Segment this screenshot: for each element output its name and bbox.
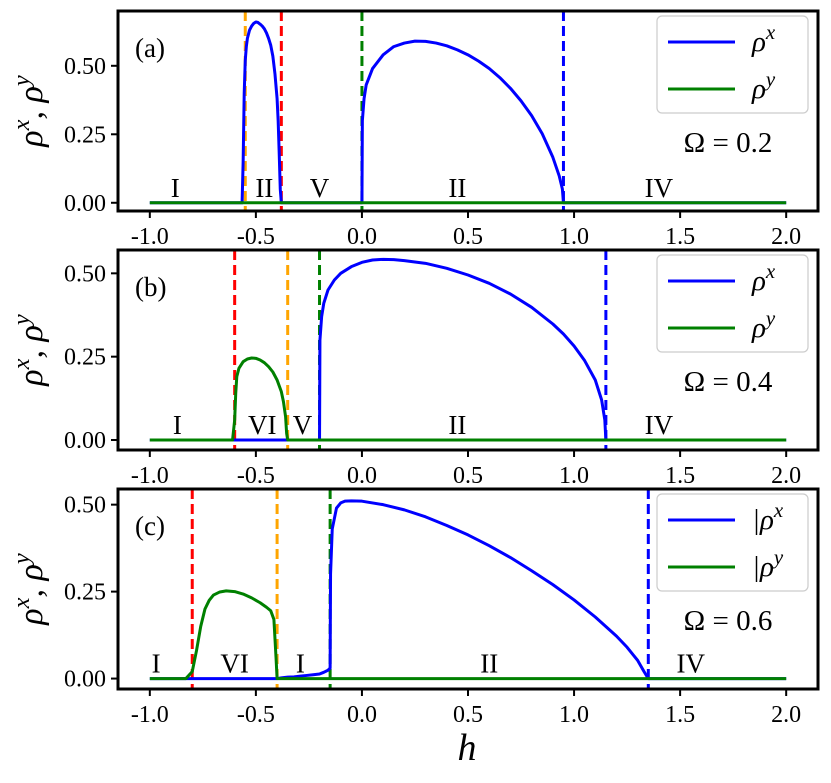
series-line-rho-x bbox=[149, 499, 787, 681]
phase-label: VI bbox=[220, 649, 249, 679]
y-tick-label: 0.00 bbox=[64, 428, 106, 454]
y-tick-label: 0.25 bbox=[64, 122, 106, 148]
y-axis-label: ρx, ρy bbox=[8, 75, 51, 148]
phase-label: IV bbox=[676, 649, 705, 679]
y-tick-label: 0.25 bbox=[64, 345, 106, 371]
phase-label: IV bbox=[645, 410, 674, 440]
x-tick-label: 1.5 bbox=[665, 702, 695, 728]
x-tick-label: 0.5 bbox=[453, 702, 483, 728]
panel-label: (a) bbox=[135, 33, 165, 63]
legend-label: ρy bbox=[751, 67, 776, 105]
y-tick-label: 0.00 bbox=[64, 191, 106, 217]
x-tick-label: 2.0 bbox=[771, 463, 801, 489]
x-tick-label: -1.0 bbox=[131, 463, 169, 489]
x-tick-label: 0.5 bbox=[453, 224, 483, 250]
phase-label: V bbox=[293, 410, 313, 440]
y-axis-label: ρx, ρy bbox=[8, 553, 51, 626]
x-tick-label: -1.0 bbox=[131, 702, 169, 728]
phase-label: II bbox=[448, 410, 466, 440]
phase-label: I bbox=[296, 649, 305, 679]
legend-box bbox=[656, 254, 809, 353]
x-tick-label: 1.5 bbox=[665, 224, 695, 250]
legend-box bbox=[656, 493, 809, 592]
panel-label: (c) bbox=[135, 511, 165, 541]
x-tick-label: -0.5 bbox=[237, 463, 275, 489]
legend: |ρx |ρy bbox=[656, 493, 809, 592]
legend-label: ρx bbox=[751, 20, 776, 58]
legend-label: ρy bbox=[751, 306, 776, 344]
x-tick-label: 1.0 bbox=[559, 224, 589, 250]
panel-c: -1.0 -0.5 0.0 0.5 1.0 1.5 2.0 0.00 0.25 0.50 ρx, ρ… bbox=[8, 487, 820, 728]
y-tick-label: 0.00 bbox=[64, 667, 106, 693]
legend-box bbox=[656, 15, 809, 114]
series-line-rho-y bbox=[149, 356, 787, 442]
x-tick-label: 1.0 bbox=[559, 463, 589, 489]
x-tick-label: 1.0 bbox=[559, 702, 589, 728]
legend-label: |ρy bbox=[752, 545, 784, 583]
legend-label: |ρx bbox=[752, 498, 784, 536]
omega-label: Ω = 0.6 bbox=[684, 605, 773, 637]
series-line-rho-x bbox=[149, 257, 787, 442]
phase-label: II bbox=[480, 649, 498, 679]
x-tick-label: 0.5 bbox=[453, 463, 483, 489]
x-axis-label: h bbox=[458, 727, 477, 769]
phase-label: VI bbox=[248, 410, 277, 440]
x-tick-label: -0.5 bbox=[237, 224, 275, 250]
phase-label: I bbox=[152, 649, 161, 679]
phase-label: I bbox=[171, 173, 180, 203]
x-tick-label: 2.0 bbox=[771, 702, 801, 728]
x-tick-label: 0.0 bbox=[347, 224, 377, 250]
phase-label: I bbox=[173, 410, 182, 440]
x-tick-label: 0.0 bbox=[347, 463, 377, 489]
y-tick-label: 0.25 bbox=[64, 580, 106, 606]
legend: ρx ρy bbox=[656, 254, 809, 353]
x-tick-label: 0.0 bbox=[347, 702, 377, 728]
panel-b: -1.0 -0.5 0.0 0.5 1.0 1.5 2.0 0.00 0.25 0.50 ρx, ρ… bbox=[8, 248, 820, 489]
y-tick-label: 0.50 bbox=[64, 54, 106, 80]
legend: ρx ρy bbox=[656, 15, 809, 114]
panel-a: -1.0 -0.5 0.0 0.5 1.0 1.5 2.0 0.00 0.25 0.50 ρx, ρ… bbox=[8, 9, 820, 250]
phase-label: II bbox=[255, 173, 273, 203]
phase-label: II bbox=[448, 173, 466, 203]
y-tick-label: 0.50 bbox=[64, 493, 106, 519]
panel-label: (b) bbox=[135, 272, 166, 302]
phase-label: IV bbox=[645, 173, 674, 203]
x-tick-label: 2.0 bbox=[771, 224, 801, 250]
x-tick-label: -0.5 bbox=[237, 702, 275, 728]
y-tick-label: 0.50 bbox=[64, 261, 106, 287]
x-tick-label: 1.5 bbox=[665, 463, 695, 489]
legend-label: ρx bbox=[751, 259, 776, 297]
series-line-rho-y bbox=[149, 589, 787, 681]
x-tick-label: -1.0 bbox=[131, 224, 169, 250]
omega-label: Ω = 0.2 bbox=[684, 127, 773, 159]
y-axis-label: ρx, ρy bbox=[8, 314, 51, 387]
omega-label: Ω = 0.4 bbox=[684, 366, 773, 398]
phase-label: V bbox=[310, 173, 330, 203]
